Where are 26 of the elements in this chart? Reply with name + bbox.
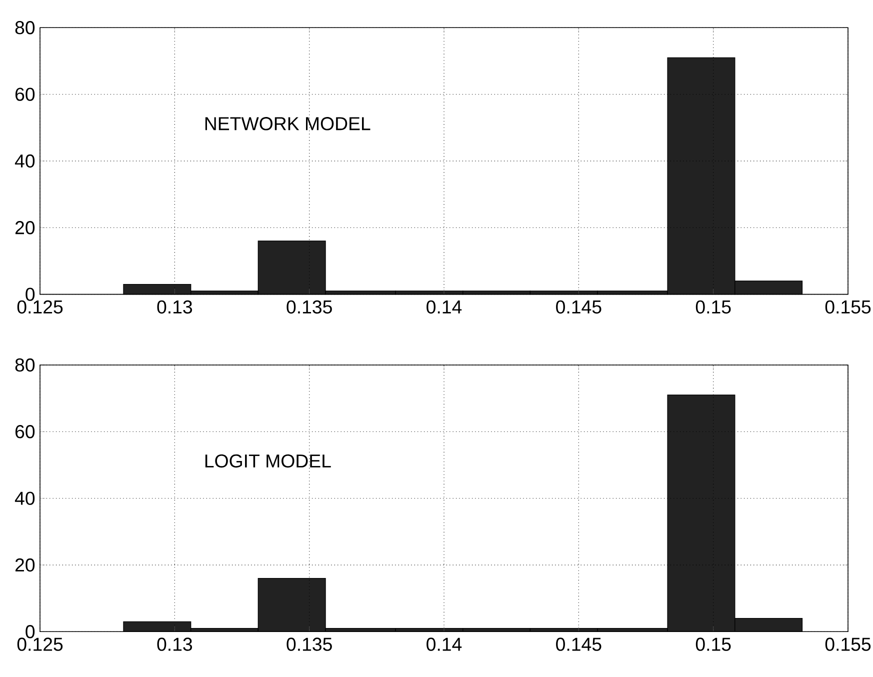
x-tick-label: 0.14 xyxy=(426,300,462,314)
y-tick-label: 0 xyxy=(26,625,35,638)
x-tick-label: 0.13 xyxy=(157,300,192,314)
x-tick-label: 0.145 xyxy=(556,638,602,651)
y-tick-label: 60 xyxy=(15,425,35,438)
y-tick-label: 80 xyxy=(15,358,35,372)
x-tick-label: 0.14 xyxy=(426,638,462,651)
y-tick-label: 20 xyxy=(15,221,35,234)
y-tick-label: 20 xyxy=(15,558,35,572)
y-tick-label: 40 xyxy=(14,154,35,168)
x-tick-label: 0.155 xyxy=(825,638,871,651)
annotation: NETWORK MODEL xyxy=(205,117,370,130)
x-tick-label: 0.15 xyxy=(696,300,731,314)
y-tick-label: 60 xyxy=(15,88,35,101)
x-tick-label: 0.125 xyxy=(17,638,63,651)
x-tick-label: 0.155 xyxy=(825,300,871,314)
annotation: LOGIT MODEL xyxy=(205,454,331,468)
x-tick-label: 0.13 xyxy=(157,638,192,651)
x-tick-label: 0.135 xyxy=(286,300,332,314)
y-tick-label: 40 xyxy=(14,492,35,505)
x-tick-label: 0.135 xyxy=(286,638,332,651)
x-tick-label: 0.15 xyxy=(696,638,731,651)
y-tick-label: 0 xyxy=(26,288,35,301)
x-tick-label: 0.125 xyxy=(17,300,63,314)
x-tick-label: 0.145 xyxy=(556,300,602,314)
y-tick-label: 80 xyxy=(15,21,35,34)
